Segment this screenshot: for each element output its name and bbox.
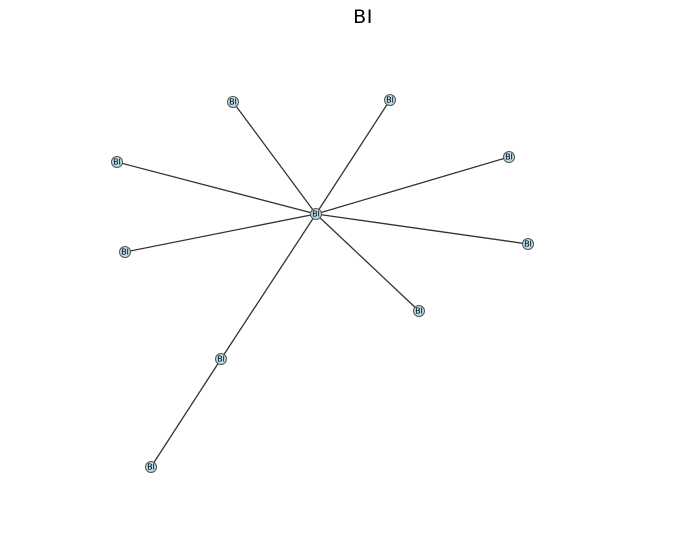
node-label: BI [113,158,121,167]
node-layer: BI BI BI BI BI BI BI BI BI BI [111,94,534,473]
node-label: BI [312,210,320,219]
edge-hub-n2 [315,99,391,215]
edge-hub-n6 [315,213,529,245]
edge-hub-n8 [220,213,317,360]
node-label: BI [386,96,394,105]
diagram-title: BI [353,6,373,28]
node-circle [413,305,425,317]
node-circle [522,238,534,250]
node-circle [119,246,131,258]
edge-hub-n1 [232,101,317,215]
node-n5: BI [119,246,131,258]
edge-hub-n3 [116,161,317,215]
node-label: BI [505,153,513,162]
node-label: BI [415,307,423,316]
edge-layer [116,99,529,468]
node-label: BI [121,248,129,257]
node-circle [503,151,515,163]
node-label: BI [147,463,155,472]
edge-hub-n7 [315,213,420,312]
node-circle [384,94,396,106]
edge-n8-n9 [150,358,222,468]
edge-hub-n5 [124,213,317,253]
node-n9: BI [145,461,157,473]
node-n2: BI [384,94,396,106]
node-hub: BI [310,208,322,220]
node-n1: BI [227,96,239,108]
node-n7: BI [413,305,425,317]
node-n6: BI [522,238,534,250]
edge-hub-n4 [315,156,510,215]
node-circle [227,96,239,108]
node-circle [310,208,322,220]
node-label: BI [217,355,225,364]
node-label: BI [229,98,237,107]
node-circle [215,353,227,365]
node-label: BI [524,240,532,249]
node-n3: BI [111,156,123,168]
node-circle [111,156,123,168]
node-circle [145,461,157,473]
node-n8: BI [215,353,227,365]
node-n4: BI [503,151,515,163]
